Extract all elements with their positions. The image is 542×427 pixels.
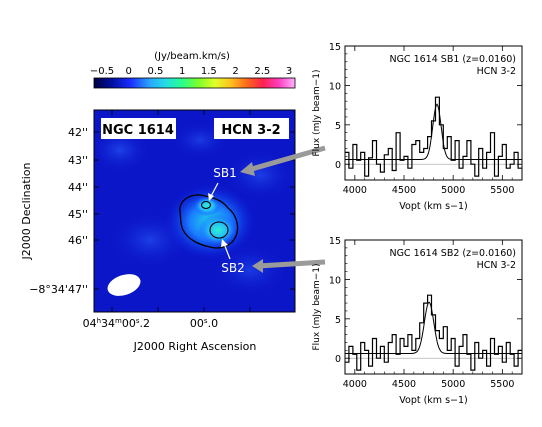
arrow-to-sb2: [257, 259, 326, 269]
y-tick-label: 0: [335, 160, 341, 171]
dec-tick-label: 44'': [68, 181, 88, 194]
spectrum-panel-sb1: 0 5 10 15 4000 4500 5000 5500 NGC 1614 SB1 (z=0.…: [312, 42, 523, 212]
map-ylabel: J2000 Declination: [20, 163, 33, 261]
colorbar-tick-label: 0.5: [147, 66, 163, 77]
spectrum-frame: [344, 45, 523, 181]
gaussian-fit-line: [345, 301, 522, 354]
spectrum-subtitle: HCN 3-2: [477, 66, 516, 77]
spectrum-xlabel: Vopt (km s−1): [399, 395, 468, 406]
map-x-ticks: [111, 110, 251, 312]
x-tick-label: 4000: [343, 185, 367, 196]
y-tick-label: 15: [329, 42, 341, 53]
hcn-map-image: [94, 110, 295, 312]
y-tick-label: 10: [329, 275, 341, 286]
arrow-to-sb1: [244, 145, 326, 174]
y-tick-label: 15: [329, 236, 341, 247]
beam-ellipse: [107, 274, 141, 296]
arrow-to-sb2-head: [252, 259, 263, 273]
colorbar-tick-label: 2.5: [254, 66, 270, 77]
spectrum-title: NGC 1614 SB1 (z=0.0160): [389, 54, 516, 65]
sb2-contour: [209, 221, 229, 239]
y-tick-label: 5: [335, 315, 341, 326]
dec-tick-label: 43'': [68, 154, 88, 167]
spectrum-frame: [344, 239, 523, 375]
spectrum-ylabel: Flux (mJy beam−1): [312, 70, 322, 157]
colorbar-tick-label: 0: [126, 66, 132, 77]
sb1-label: SB1: [213, 166, 236, 180]
ra-tick-label-1: 04h34m00s.2: [83, 317, 150, 330]
x-tick-label: 5000: [441, 185, 465, 196]
spectrum-xlabel: Vopt (km s−1): [399, 201, 468, 212]
sb1-pointer-head: [208, 193, 214, 201]
colorbar-tick-label: 3: [286, 66, 292, 77]
colorbar: [93, 77, 296, 89]
colorbar-tick-label: 1: [179, 66, 185, 77]
x-tick-label: 5500: [490, 185, 514, 196]
spectrum-panel-sb2: 0 5 10 15 4000 4500 5000 5500 NGC 1614 SB2 (z=0.…: [312, 236, 523, 406]
outer-contour: [179, 194, 239, 249]
map-xlabel: J2000 Right Ascension: [133, 340, 257, 353]
sb2-label: SB2: [221, 261, 244, 275]
x-tick-label: 4500: [392, 185, 416, 196]
map-frame: [93, 109, 296, 313]
object-label-box: [101, 118, 176, 139]
spectrum-subtitle: HCN 3-2: [477, 260, 516, 271]
dec-tick-label: 46'': [68, 234, 88, 247]
x-tick-label: 5000: [441, 379, 465, 390]
sb2-pointer-head: [221, 239, 228, 247]
dec-tick-label: 45'': [68, 208, 88, 221]
dec-tick-label: −8°34'47'': [29, 283, 88, 296]
dec-tick-label: 42'': [68, 126, 88, 139]
gaussian-fit-line: [345, 103, 522, 160]
x-tick-label: 4000: [343, 379, 367, 390]
arrow-to-sb1-head: [240, 162, 255, 176]
x-tick-label: 4500: [392, 379, 416, 390]
y-tick-label: 0: [335, 354, 341, 365]
ra-tick-label-2: 00s.0: [190, 317, 218, 330]
line-label: HCN 3-2: [221, 123, 280, 138]
line-label-box: [214, 118, 289, 139]
object-label: NGC 1614: [102, 123, 174, 138]
spectrum-histogram: [345, 294, 522, 371]
colorbar-tick-label: 2: [232, 66, 238, 77]
y-tick-label: 10: [329, 81, 341, 92]
x-tick-label: 5500: [490, 379, 514, 390]
spectrum-ylabel: Flux (mJy beam−1): [312, 264, 322, 351]
colorbar-tick-label: −0.5: [90, 66, 114, 77]
map-y-ticks: 42'' 43'' 44'' 45'' 46'' −8°34'47'': [29, 126, 295, 296]
y-tick-label: 5: [335, 121, 341, 132]
sb1-contour: [200, 200, 212, 210]
spectrum-title: NGC 1614 SB2 (z=0.0160): [389, 248, 516, 259]
colorbar-unit: (Jy/beam.km/s): [154, 51, 230, 62]
colorbar-tick-label: 1.5: [201, 66, 217, 77]
